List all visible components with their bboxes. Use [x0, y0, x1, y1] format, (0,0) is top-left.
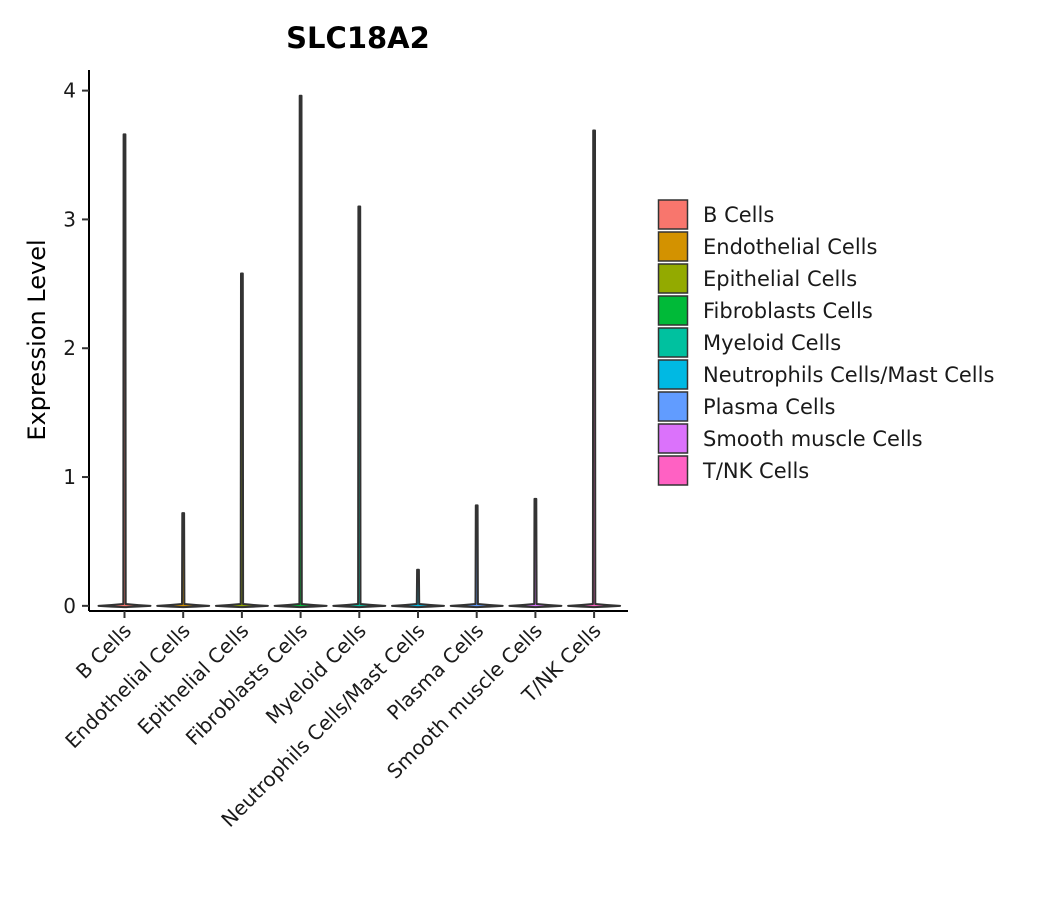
y-tick-label: 0: [63, 594, 76, 618]
y-axis-label: Expression Level: [23, 239, 51, 440]
chart-title: SLC18A2: [286, 21, 430, 55]
legend-swatch: [657, 391, 689, 422]
y-tick-label: 4: [63, 79, 76, 103]
legend-swatch: [657, 455, 689, 486]
legend-swatch: [657, 263, 689, 294]
legend-swatch: [657, 359, 689, 390]
legend: B Cells Endothelial Cells Epithelial Cells…: [657, 199, 994, 486]
legend-swatch: [657, 231, 689, 262]
y-tick-label: 2: [63, 336, 76, 360]
violin-4: [273, 94, 328, 609]
legend-swatch: [657, 199, 689, 230]
legend-swatch: [657, 295, 689, 326]
violin-7: [449, 504, 504, 609]
legend-label: Myeloid Cells: [703, 331, 841, 355]
legend-label: Plasma Cells: [703, 395, 836, 419]
violins: [97, 94, 622, 609]
legend-label: Endothelial Cells: [703, 235, 877, 259]
violin-6: [391, 568, 445, 609]
violin-2: [156, 512, 211, 609]
violin-5: [332, 205, 387, 609]
legend-label: Smooth muscle Cells: [703, 427, 923, 451]
legend-swatch: [657, 423, 689, 454]
y-tick-label: 3: [63, 207, 76, 231]
y-axis: 0 1 2 3 4: [63, 70, 90, 618]
violin-1: [97, 133, 152, 609]
y-tick-label: 1: [63, 465, 76, 489]
violin-9: [567, 129, 622, 609]
legend-label: Epithelial Cells: [703, 267, 857, 291]
legend-label: Neutrophils Cells/Mast Cells: [703, 363, 994, 387]
violin-3: [214, 272, 269, 609]
legend-label: T/NK Cells: [702, 459, 809, 483]
legend-label: B Cells: [703, 203, 774, 227]
violin-8: [508, 497, 563, 609]
legend-swatch: [657, 327, 689, 358]
legend-label: Fibroblasts Cells: [703, 299, 873, 323]
